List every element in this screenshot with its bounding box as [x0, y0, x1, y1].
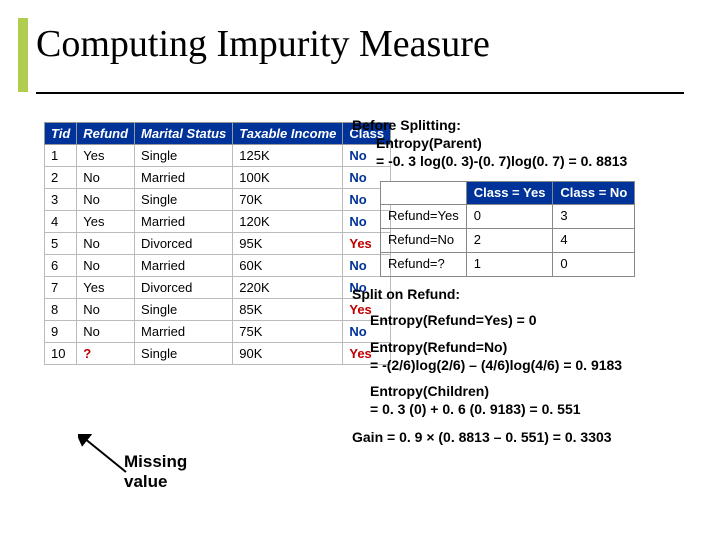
cell: No	[77, 255, 135, 277]
summary-yes: 2	[466, 229, 553, 253]
summary-head-no: Class = No	[553, 181, 635, 205]
col-tid: Tid	[45, 123, 77, 145]
cell: 7	[45, 277, 77, 299]
summary-row: Refund=No24	[381, 229, 635, 253]
summary-head-yes: Class = Yes	[466, 181, 553, 205]
accent-bar	[18, 18, 28, 92]
cell: 95K	[233, 233, 343, 255]
cell: 120K	[233, 211, 343, 233]
summary-label: Refund=No	[381, 229, 467, 253]
summary-table: Class = Yes Class = No Refund=Yes03Refun…	[380, 181, 635, 278]
missing-value-label: Missing value	[124, 452, 187, 491]
cell: Married	[135, 255, 233, 277]
title-underline	[36, 92, 684, 94]
cell: 4	[45, 211, 77, 233]
data-table: Tid Refund Marital Status Taxable Income…	[44, 122, 391, 365]
cell: 9	[45, 321, 77, 343]
cell: Yes	[77, 277, 135, 299]
cell: 8	[45, 299, 77, 321]
page-title: Computing Impurity Measure	[36, 22, 490, 66]
cell: Yes	[77, 145, 135, 167]
cell: 100K	[233, 167, 343, 189]
split-heading: Split on Refund:	[352, 285, 698, 303]
table-row: 8NoSingle85KYes	[45, 299, 391, 321]
entropy-children-l1: Entropy(Children)	[370, 382, 698, 400]
summary-label: Refund=?	[381, 253, 467, 277]
gain-line: Gain = 0. 9 × (0. 8813 – 0. 551) = 0. 33…	[352, 428, 698, 446]
summary-no: 4	[553, 229, 635, 253]
before-block: Before Splitting: Entropy(Parent) = -0. …	[352, 116, 698, 171]
summary-yes: 0	[466, 205, 553, 229]
table-row: 10?Single90KYes	[45, 343, 391, 365]
cell: No	[77, 299, 135, 321]
entropy-children: Entropy(Children) = 0. 3 (0) + 0. 6 (0. …	[370, 382, 698, 418]
col-income: Taxable Income	[233, 123, 343, 145]
summary-row: Refund=?10	[381, 253, 635, 277]
cell: Single	[135, 145, 233, 167]
col-refund: Refund	[77, 123, 135, 145]
cell: Married	[135, 211, 233, 233]
cell: Married	[135, 167, 233, 189]
summary-empty-head	[381, 181, 467, 205]
cell: 6	[45, 255, 77, 277]
cell: Yes	[77, 211, 135, 233]
missing-l2: value	[124, 472, 187, 492]
cell: 125K	[233, 145, 343, 167]
entropy-yes: Entropy(Refund=Yes) = 0	[370, 311, 698, 329]
cell: 70K	[233, 189, 343, 211]
cell: Divorced	[135, 233, 233, 255]
cell: 10	[45, 343, 77, 365]
entropy-no-l1: Entropy(Refund=No)	[370, 338, 698, 356]
cell: 85K	[233, 299, 343, 321]
cell: Single	[135, 189, 233, 211]
cell: 5	[45, 233, 77, 255]
summary-yes: 1	[466, 253, 553, 277]
cell: 75K	[233, 321, 343, 343]
cell: Married	[135, 321, 233, 343]
cell: No	[77, 233, 135, 255]
cell: Single	[135, 299, 233, 321]
cell: ?	[77, 343, 135, 365]
table-row: 9NoMarried75KNo	[45, 321, 391, 343]
cell: 2	[45, 167, 77, 189]
cell: 1	[45, 145, 77, 167]
entropy-no-l2: = -(2/6)log(2/6) – (4/6)log(4/6) = 0. 91…	[370, 356, 698, 374]
table-row: 2NoMarried100KNo	[45, 167, 391, 189]
cell: No	[77, 167, 135, 189]
col-marital: Marital Status	[135, 123, 233, 145]
before-l2: = -0. 3 log(0. 3)-(0. 7)log(0. 7) = 0. 8…	[376, 152, 698, 170]
table-row: 4YesMarried120KNo	[45, 211, 391, 233]
table-row: 7YesDivorced220KNo	[45, 277, 391, 299]
before-l1: Entropy(Parent)	[376, 134, 698, 152]
cell: No	[77, 189, 135, 211]
summary-no: 0	[553, 253, 635, 277]
cell: 220K	[233, 277, 343, 299]
cell: No	[77, 321, 135, 343]
cell: Divorced	[135, 277, 233, 299]
table-row: 1YesSingle125KNo	[45, 145, 391, 167]
cell: 3	[45, 189, 77, 211]
summary-label: Refund=Yes	[381, 205, 467, 229]
cell: 90K	[233, 343, 343, 365]
summary-row: Refund=Yes03	[381, 205, 635, 229]
before-heading: Before Splitting:	[352, 116, 698, 134]
right-column: Before Splitting: Entropy(Parent) = -0. …	[352, 116, 698, 452]
entropy-no: Entropy(Refund=No) = -(2/6)log(2/6) – (4…	[370, 338, 698, 374]
missing-l1: Missing	[124, 452, 187, 472]
cell: 60K	[233, 255, 343, 277]
split-block: Split on Refund: Entropy(Refund=Yes) = 0…	[352, 285, 698, 446]
table-row: 3NoSingle70KNo	[45, 189, 391, 211]
cell: Single	[135, 343, 233, 365]
table-row: 5NoDivorced95KYes	[45, 233, 391, 255]
entropy-children-l2: = 0. 3 (0) + 0. 6 (0. 9183) = 0. 551	[370, 400, 698, 418]
summary-no: 3	[553, 205, 635, 229]
table-row: 6NoMarried60KNo	[45, 255, 391, 277]
